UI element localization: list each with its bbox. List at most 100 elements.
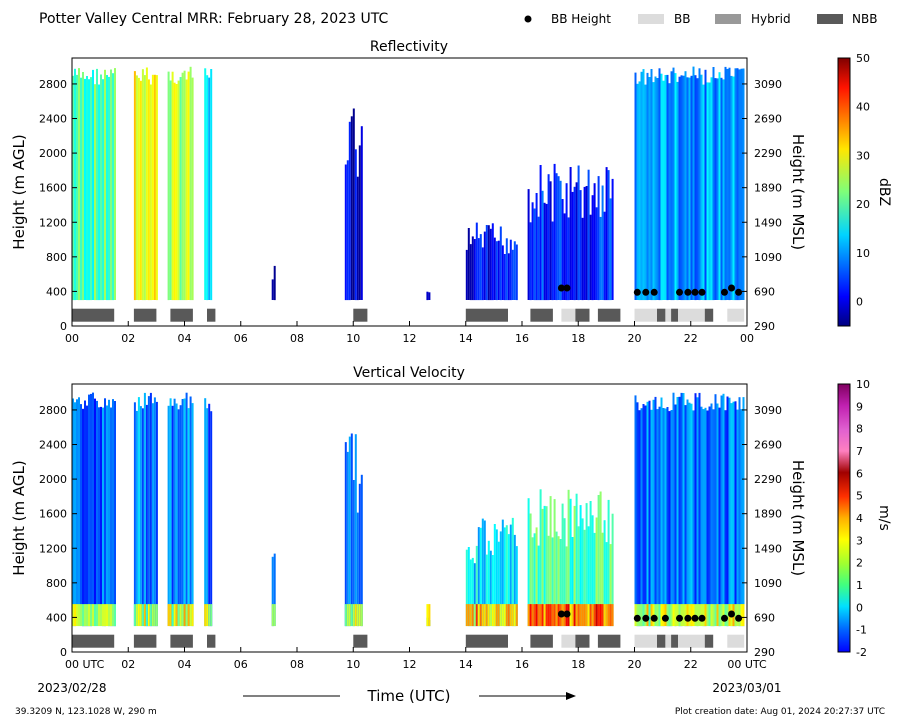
vertical-velocity-echo-column <box>501 519 504 626</box>
reflectivity-echo-column <box>585 186 588 300</box>
reflectivity-echo-column <box>680 75 683 301</box>
vertical-velocity-echo-fall-band <box>690 604 693 627</box>
vertical-velocity-echo-segment <box>271 553 276 627</box>
vertical-velocity-echo-column <box>557 536 560 626</box>
reflectivity-echo-column <box>551 221 554 301</box>
vertical-velocity-ytick-label: 0 <box>60 646 67 659</box>
vertical-velocity-echo-column <box>571 537 574 626</box>
vertical-velocity-echo-column <box>642 404 645 626</box>
vertical-velocity-echo-fall-band <box>169 604 172 627</box>
reflectivity-bb-class-bar <box>678 308 705 322</box>
vertical-velocity-ytick-label: 400 <box>46 611 67 624</box>
vertical-velocity-title: Vertical Velocity <box>353 365 465 381</box>
vertical-velocity-echo-fall-band <box>467 604 470 627</box>
vertical-velocity-echo-column <box>471 557 474 627</box>
vertical-velocity-ytick-label-right: 690 <box>754 611 775 624</box>
reflectivity-echo-column <box>171 71 174 301</box>
vertical-velocity-echo-fall-band <box>547 604 550 627</box>
vertical-velocity-echo-fall-band <box>348 604 351 627</box>
vertical-velocity-echo-fall-band <box>688 604 691 627</box>
reflectivity-echo-column <box>208 77 211 300</box>
reflectivity-echo-column <box>692 66 695 300</box>
vertical-velocity-echo-fall-band <box>88 604 90 627</box>
vertical-velocity-echo-fall-band <box>173 604 176 627</box>
reflectivity-xtick-label: 16 <box>515 332 529 345</box>
vertical-velocity-echo-column <box>603 520 606 627</box>
reflectivity-echo-column <box>96 68 98 301</box>
reflectivity-colorbar-tick-label: 30 <box>856 149 870 162</box>
reflectivity-echo-column <box>112 73 114 301</box>
reflectivity-echo-column <box>660 73 663 301</box>
vertical-velocity-echo-fall-band <box>477 604 480 627</box>
vertical-velocity-echo-column <box>579 505 582 626</box>
vertical-velocity-echo-fall-band <box>529 604 532 627</box>
vertical-velocity-colorbar-tick-label: 8 <box>856 423 863 436</box>
vertical-velocity-echo-fall-band <box>96 604 98 627</box>
figure-title: Potter Valley Central MRR: February 28, … <box>39 11 388 27</box>
vertical-velocity-echo-fall-band <box>634 604 637 627</box>
reflectivity-echo-column <box>599 216 602 300</box>
vertical-velocity-echo-column <box>80 404 82 626</box>
vertical-velocity-echo-column <box>360 474 363 627</box>
vertical-velocity-ytick-label: 2000 <box>39 473 67 486</box>
vertical-velocity-echo-fall-band <box>527 604 530 627</box>
legend-nbb-swatch <box>817 14 843 24</box>
vertical-velocity-echo-fall-band <box>742 604 745 627</box>
reflectivity-colorbar-tick-label: 0 <box>856 296 863 309</box>
vertical-velocity-bb-class-bar <box>207 634 216 648</box>
vertical-velocity-colorbar-tick-label: 7 <box>856 445 863 458</box>
reflectivity-echo-column <box>706 82 709 301</box>
vertical-velocity-echo-column <box>354 434 357 626</box>
vertical-velocity-echo-fall-band <box>428 604 431 627</box>
vertical-velocity-echo-column <box>273 553 276 626</box>
vertical-velocity-echo-column <box>485 554 488 627</box>
vertical-velocity-colorbar-tick-label: 9 <box>856 400 863 413</box>
vertical-velocity-echo-column <box>734 401 737 627</box>
reflectivity-echo-column <box>137 77 140 301</box>
legend-bb-height-label: BB Height <box>551 12 611 26</box>
reflectivity-echo-column <box>571 191 574 300</box>
reflectivity-echo-column <box>583 186 586 300</box>
reflectivity-echo-column <box>487 225 490 301</box>
vertical-velocity-colorbar-tick-label: 6 <box>856 467 863 480</box>
vertical-velocity-echo-column <box>137 397 140 626</box>
reflectivity-echo-column <box>189 66 192 301</box>
reflectivity-echo-column <box>469 244 472 301</box>
reflectivity-echo-column <box>210 69 213 301</box>
vertical-velocity-echo-fall-band <box>698 604 701 627</box>
reflectivity-echo-column <box>108 76 110 301</box>
vertical-velocity-echo-fall-band <box>605 604 608 627</box>
reflectivity-echo-column <box>561 199 564 300</box>
reflectivity-echo-column <box>175 84 178 301</box>
reflectivity-echo-column <box>732 76 735 301</box>
reflectivity-echo-column <box>426 291 429 301</box>
reflectivity-echo-column <box>102 79 104 301</box>
vertical-velocity-echo-fall-band <box>533 604 536 627</box>
vertical-velocity-echo-fall-band <box>155 604 158 627</box>
vertical-velocity-echo-fall-band <box>465 604 468 627</box>
reflectivity-bb-class-bar <box>133 308 157 322</box>
reflectivity-echo-column <box>720 77 723 301</box>
vertical-velocity-echo-fall-band <box>350 604 353 627</box>
reflectivity-echo-segment <box>634 66 745 301</box>
vertical-velocity-ytick-label: 2800 <box>39 404 67 417</box>
reflectivity-echo-column <box>483 231 486 300</box>
reflectivity-echo-segment <box>344 108 363 301</box>
reflectivity-echo-column <box>581 217 584 301</box>
vertical-velocity-echo-fall-band <box>640 604 643 627</box>
reflectivity-echo-column <box>738 69 741 301</box>
vertical-velocity-echo-column <box>86 405 88 627</box>
reflectivity-echo-column <box>155 75 158 301</box>
vertical-velocity-bb-height-marker <box>642 614 650 622</box>
vertical-velocity-echo-fall-band <box>676 604 679 627</box>
vertical-velocity-bb-class-bar <box>353 634 368 648</box>
reflectivity-bb-height-marker <box>642 288 650 296</box>
vertical-velocity-bb-height-marker <box>735 614 743 622</box>
reflectivity-echo-column <box>636 83 639 300</box>
vertical-velocity-echo-fall-band <box>539 604 542 627</box>
vertical-velocity-echo-column <box>638 410 641 627</box>
vertical-velocity-echo-fall-band <box>575 604 578 627</box>
vertical-velocity-echo-fall-band <box>112 604 114 627</box>
vertical-velocity-xtick-label: 08 <box>290 658 304 671</box>
